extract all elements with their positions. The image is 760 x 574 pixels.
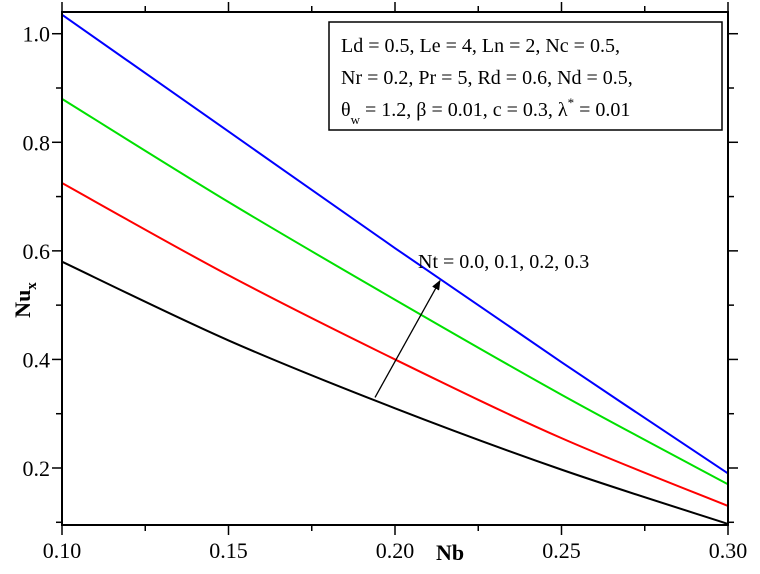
x-tick-label: 0.10 [43, 538, 82, 563]
legend-line-2: Nr = 0.2, Pr = 5, Rd = 0.6, Nd = 0.5, [341, 67, 633, 89]
y-tick-label: 0.8 [23, 130, 51, 155]
series-line-3 [61, 13, 729, 475]
y-tick-label: 1.0 [23, 22, 51, 47]
series-lines [61, 13, 729, 525]
annotation-text: Nt = 0.0, 0.1, 0.2, 0.3 [418, 251, 589, 273]
y-axis-title: Nux [10, 282, 40, 318]
tick-labels: 0.10 0.15 0.20 0.25 0.30 0.2 0.4 0.6 0.8 1.0 [23, 22, 748, 563]
x-tick-label: 0.25 [542, 538, 581, 563]
annotation-arrow [374, 279, 441, 398]
series-line-1 [61, 182, 729, 507]
x-tick-label: 0.15 [209, 538, 248, 563]
x-axis-title: Nb [436, 540, 464, 565]
legend-line-3: θw = 1.2, β = 0.01, c = 0.3, λ* = 0.01 [341, 95, 630, 127]
annotation: Nt = 0.0, 0.1, 0.2, 0.3 [374, 251, 589, 398]
legend-box: Ld = 0.5, Le = 4, Ln = 2, Nc = 0.5, Nr =… [328, 21, 723, 131]
series-line-2 [61, 98, 729, 486]
axis-ticks [52, 2, 738, 535]
y-tick-label: 0.2 [23, 456, 51, 481]
series-line-0 [61, 260, 729, 525]
legend-line-1: Ld = 0.5, Le = 4, Ln = 2, Nc = 0.5, [341, 35, 620, 57]
x-tick-label: 0.30 [709, 538, 748, 563]
y-tick-label: 0.6 [23, 239, 51, 264]
y-tick-label: 0.4 [23, 347, 51, 372]
x-tick-label: 0.20 [376, 538, 415, 563]
